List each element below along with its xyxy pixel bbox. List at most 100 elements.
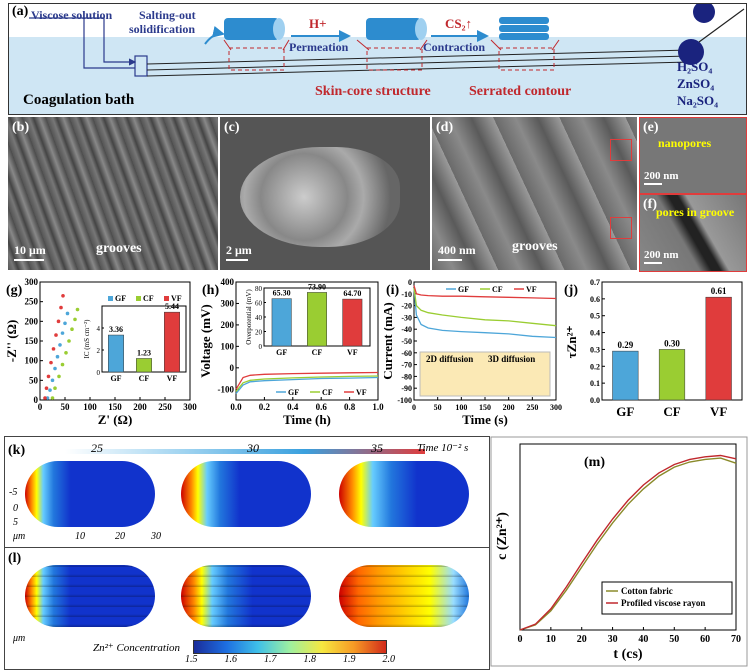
axis-l-um: μm xyxy=(13,633,26,644)
data-point-gf xyxy=(55,354,60,359)
x-tick-label: 0.0 xyxy=(230,402,242,412)
y-tick-label: 300 xyxy=(221,298,235,308)
x-tick-label: 0 xyxy=(412,403,416,412)
legend-label: GF xyxy=(115,294,126,303)
series-line-cf xyxy=(413,287,557,327)
y-axis-label: -Z'' (Ω) xyxy=(4,320,19,363)
chart-h: 0.0 0.2 0.4 0.6 0.8 1.0-1000100200300400Time … xyxy=(198,277,384,427)
data-point-gf xyxy=(60,331,65,335)
x-tick-label: 200 xyxy=(133,402,147,412)
time-tick-30: 30 xyxy=(247,441,259,455)
y-tick-label: 200 xyxy=(221,320,235,330)
bar xyxy=(108,334,124,373)
y-tick-label: -40 xyxy=(401,325,412,334)
panel-label: (h) xyxy=(202,283,219,298)
panel-k-label: (k) xyxy=(8,443,26,458)
y-tick-label: 0.3 xyxy=(590,345,600,354)
inset-y-tick-label: 4 xyxy=(97,325,101,333)
panel-m-border xyxy=(490,436,748,667)
data-point-vf xyxy=(49,360,53,365)
serrated-contour-text: Serrated contour xyxy=(469,84,572,99)
colorbar-tick: 1.5 xyxy=(185,654,198,665)
x-axis-label: t (cs) xyxy=(613,647,642,662)
inset-y-tick-label: 40 xyxy=(255,314,263,322)
y-tick-label: 100 xyxy=(25,356,39,366)
y-axis-label: Voltage (mV) xyxy=(198,304,213,378)
y-tick-label: 100 xyxy=(221,341,235,351)
h2so4-text: H₂SO₄ xyxy=(677,59,713,74)
y-tick-label: 0.4 xyxy=(590,329,600,338)
bar-category-label: GF xyxy=(110,374,121,383)
y-tick-label: 300 xyxy=(25,277,39,287)
panel-a: (a) Viscose solution Salting-out solidif… xyxy=(8,3,747,115)
data-point-vf xyxy=(54,333,58,337)
y-tick-label: 200 xyxy=(25,316,39,326)
x-tick-label: 50 xyxy=(434,403,442,412)
na2so4-text: Na₂SO₄ xyxy=(677,93,719,108)
diffusion-inset xyxy=(419,351,551,397)
panel-a-label: (a) xyxy=(12,4,29,19)
colorbar xyxy=(193,640,387,654)
bar-category-label: CF xyxy=(663,404,680,419)
legend-label: CF xyxy=(322,388,333,397)
panel-c-scalebar: 2 μm xyxy=(226,243,252,261)
legend-swatch xyxy=(108,296,113,301)
x-tick-label: 0.6 xyxy=(316,402,328,412)
legend-swatch xyxy=(136,296,141,301)
x-axis-label: Z' (Ω) xyxy=(98,412,133,427)
data-point-gf xyxy=(58,343,62,347)
panel-b-scalebar: 10 μm xyxy=(14,243,46,261)
bar-category-label: GF xyxy=(276,348,287,357)
x-tick-label: 250 xyxy=(158,402,172,412)
bar-category-label: CF xyxy=(312,348,323,357)
y-tick-label: -80 xyxy=(401,372,412,381)
fiber-bundle xyxy=(240,147,400,247)
bar-value-label: 64.70 xyxy=(343,289,361,298)
chart-m: 0 10 20 30 40 50 60 70 t (cs) c (Zn²⁺) (m) Cotton f… xyxy=(490,436,748,667)
panel-a-schematic xyxy=(29,4,745,77)
chart-j: 0.0 0.1 0.2 0.3 0.4 0.5 0.6 0.7 τZn²⁺ (j) 0.29 GF 0.… xyxy=(564,278,743,419)
coagulation-bath-text: Coagulation bath xyxy=(23,92,135,108)
colorbar-tick: 1.7 xyxy=(264,654,277,665)
x-axis-label: Time (h) xyxy=(283,412,331,427)
y-axis-label: c (Zn²⁺) xyxy=(495,512,510,560)
cylinder-k1 xyxy=(25,461,155,527)
axis-k-5: 5 xyxy=(13,517,18,528)
data-point-gf xyxy=(53,366,57,371)
colorbar-tick: 1.6 xyxy=(224,654,238,665)
legend-label: GF xyxy=(288,388,299,397)
series-line-gf xyxy=(413,287,557,339)
y-tick-label: 50 xyxy=(29,375,39,385)
bar-value-label: 0.30 xyxy=(664,338,680,348)
panel-label: (m) xyxy=(584,455,605,470)
data-point-cf xyxy=(50,396,55,400)
data-point-cf xyxy=(60,362,65,367)
series-line-vf xyxy=(413,285,557,300)
series-line-gf xyxy=(235,376,379,395)
x-tick-label: 200 xyxy=(503,403,515,412)
panel-c-label: (c) xyxy=(224,120,240,135)
panel-label: (i) xyxy=(386,283,400,298)
panel-f-sem-image: (f) pores in groove 200 nm xyxy=(639,194,747,272)
inset-y-tick-label: 80 xyxy=(255,285,263,293)
y-tick-label: 0 xyxy=(230,363,235,373)
y-tick-label: 0.1 xyxy=(590,379,600,388)
panel-f-note: pores in groove xyxy=(656,205,735,219)
bar-category-label: GF xyxy=(616,404,634,419)
y-tick-label: -90 xyxy=(401,384,412,393)
data-point-cf xyxy=(53,386,57,390)
y-tick-label: 250 xyxy=(25,297,39,307)
inset-y-tick-label: 60 xyxy=(255,300,263,308)
bar-category-label: VF xyxy=(167,374,178,383)
bar-value-label: 0.61 xyxy=(711,286,727,296)
inset-y-tick-label: 0 xyxy=(97,369,101,377)
inset-y-axis-label: IC (mS cm⁻²) xyxy=(83,319,91,359)
cylinder-k3 xyxy=(339,461,469,527)
y-tick-label: 0.0 xyxy=(590,396,600,405)
bar xyxy=(271,298,292,347)
data-point-gf xyxy=(45,396,50,400)
y-tick-label: -50 xyxy=(401,337,412,346)
coagulation-bath xyxy=(9,37,746,114)
x-tick-label: 300 xyxy=(550,403,562,412)
zoom-box-e xyxy=(610,139,632,161)
